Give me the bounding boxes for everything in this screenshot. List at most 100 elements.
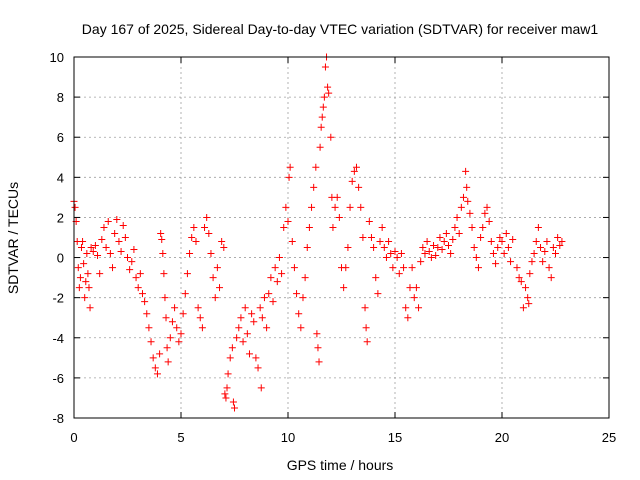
data-point	[333, 193, 341, 201]
data-point	[239, 338, 247, 346]
data-point	[335, 213, 343, 221]
data-point	[526, 270, 534, 278]
data-point	[222, 394, 230, 402]
data-point	[412, 284, 420, 292]
data-point	[290, 264, 298, 272]
data-point	[285, 173, 293, 181]
data-point	[256, 304, 264, 312]
data-point	[487, 238, 495, 246]
data-point	[102, 244, 110, 252]
data-point	[329, 223, 337, 231]
data-point	[186, 250, 194, 258]
data-point	[75, 284, 83, 292]
y-tick-label: 4	[57, 170, 64, 185]
data-point	[305, 223, 313, 231]
data-point	[254, 364, 262, 372]
data-point	[509, 236, 517, 244]
data-point	[532, 238, 540, 246]
data-point	[278, 270, 286, 278]
data-point	[331, 203, 339, 211]
data-point	[372, 274, 380, 282]
data-point	[402, 304, 410, 312]
data-point	[425, 248, 433, 256]
data-point	[80, 260, 88, 268]
data-point	[258, 314, 266, 322]
data-point	[430, 242, 438, 250]
data-point	[470, 244, 478, 252]
data-point	[115, 238, 123, 246]
data-point	[314, 344, 322, 352]
data-point	[94, 252, 102, 260]
data-point	[552, 250, 559, 258]
data-point	[496, 234, 504, 241]
data-point	[303, 244, 311, 252]
data-point	[545, 264, 553, 272]
data-point	[113, 215, 121, 223]
data-point	[82, 278, 90, 286]
data-point	[427, 254, 435, 262]
data-point	[201, 223, 209, 231]
data-point	[159, 250, 167, 258]
data-point	[301, 274, 309, 282]
data-point	[138, 290, 146, 298]
data-point	[86, 304, 94, 312]
data-point	[387, 250, 395, 258]
data-point	[286, 163, 294, 171]
y-axis-label: SDTVAR / TECUs	[5, 182, 21, 294]
data-point	[370, 244, 378, 252]
data-point	[406, 284, 414, 292]
data-point	[525, 300, 533, 308]
data-point	[502, 229, 510, 237]
data-point	[121, 234, 129, 241]
data-point	[355, 183, 363, 191]
data-point	[556, 242, 564, 250]
data-point	[376, 238, 384, 246]
data-point	[466, 209, 474, 217]
data-point	[316, 143, 324, 151]
x-tick-label: 0	[70, 430, 77, 445]
data-point	[415, 304, 423, 312]
data-point	[442, 229, 450, 237]
data-point	[447, 250, 455, 258]
data-point	[134, 284, 142, 292]
data-point	[515, 274, 523, 282]
x-axis-label: GPS time / hours	[287, 457, 394, 473]
data-point	[489, 250, 497, 258]
data-point	[472, 254, 480, 262]
data-point	[534, 223, 542, 231]
data-point	[389, 264, 397, 272]
data-point	[310, 183, 318, 191]
data-point	[224, 370, 232, 378]
data-point	[106, 250, 114, 258]
data-point	[119, 221, 127, 229]
data-point	[474, 264, 482, 272]
data-point	[211, 294, 219, 302]
data-point	[524, 294, 532, 302]
data-point	[517, 278, 525, 286]
data-point	[357, 203, 365, 211]
data-point	[282, 203, 290, 211]
data-point	[207, 250, 215, 258]
data-point	[96, 270, 104, 278]
data-point	[164, 358, 172, 366]
data-point	[252, 354, 260, 362]
data-point	[483, 203, 491, 211]
data-point	[229, 398, 237, 406]
data-point	[237, 314, 245, 322]
y-tick-label: -8	[52, 411, 64, 426]
y-tick-label: 8	[57, 90, 64, 105]
data-point	[124, 254, 131, 262]
data-point	[295, 310, 303, 318]
data-point	[160, 270, 168, 278]
data-point	[153, 370, 161, 378]
data-point	[130, 246, 138, 254]
data-point	[468, 223, 476, 231]
data-point	[481, 209, 489, 217]
data-point	[198, 324, 206, 332]
x-tick-label: 25	[602, 430, 616, 445]
data-point	[400, 264, 408, 272]
data-point	[235, 324, 243, 332]
data-point	[162, 314, 170, 322]
data-point	[273, 278, 281, 286]
